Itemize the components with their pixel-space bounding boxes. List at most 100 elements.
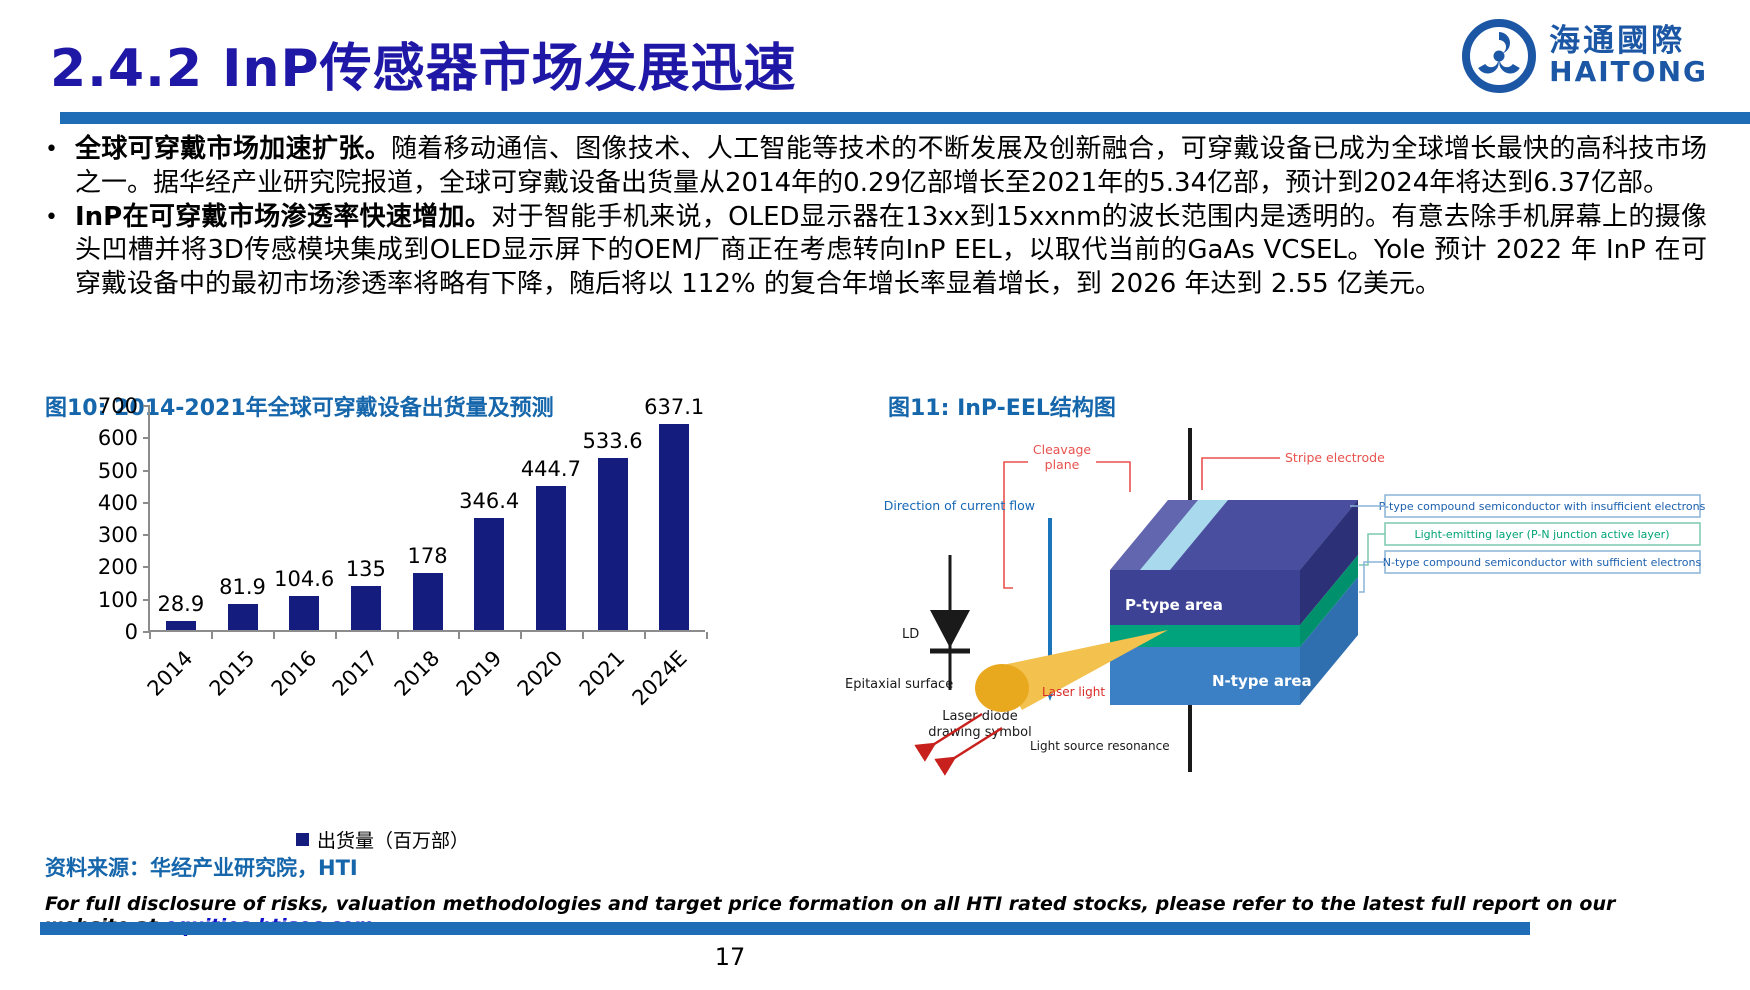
n-type-connector-line [1359,561,1385,593]
resonance-arrow-2 [934,726,1003,776]
x-axis-tick [149,632,151,639]
ld-label: LD [902,627,919,642]
bar [289,596,320,630]
title-divider [60,112,1750,124]
bar-value-label: 533.6 [582,428,643,453]
laser-beam-end [975,664,1029,712]
figure10-title: 图10: 2014-2021年全球可穿戴设备出货量及预测 [45,396,554,421]
x-tick-label: 2016 [266,646,322,701]
cleavage-plane-callout-line-right [1096,461,1131,492]
bullet-list: • 全球可穿戴市场加速扩张。随着移动通信、图像技术、人工智能等技术的不断发展及创… [45,133,1707,302]
laser-diode-symbol-caption-line2: drawing symbol [928,725,1031,740]
x-tick-label: 2020 [513,646,568,701]
p-type-label-text: P-type compound semiconductor with insuf… [1379,500,1706,513]
bar [659,424,690,630]
chart-plot-area: 28.9 2014 81.9 2015 104.6 2016 135 2017 178 2018 3… [143,395,708,710]
bar-value-label: 346.4 [459,489,520,514]
y-axis-tick [143,501,150,504]
bar [412,572,443,630]
bar-group: 178 2018 [390,406,459,701]
bar [227,603,258,630]
bar [597,457,628,630]
stripe-electrode-callout-line [1201,457,1280,490]
bar-group: 637.1 2024E [627,395,705,710]
y-axis-tick-label: 100 [97,587,138,612]
y-axis-tick-label: 700 [97,394,138,418]
light-emitting-label-text: Light-emitting layer (P-N junction activ… [1415,528,1670,541]
stripe-electrode-strip [1140,500,1228,570]
x-tick-label: 2014 [143,646,198,701]
y-axis-tick [143,469,150,472]
bar-group: 81.9 2015 [205,406,274,701]
haitong-logo-icon [1462,19,1537,93]
x-tick-label: 2017 [328,646,383,701]
light-emitting-layer-face [1110,625,1300,647]
bar-group: 28.9 2014 [143,406,212,701]
x-axis-tick [210,632,213,639]
bullet-body-2: 对于智能手机来说，OLED显示器在13xx到15xxnm的波长范围内是透明的。有… [75,201,1707,300]
y-axis-tick [143,631,150,633]
bar-value-label: 104.6 [274,567,335,592]
bullet-item-2: • InP在可穿戴市场渗透率快速增加。对于智能手机来说，OLED显示器在13xx… [45,201,1707,302]
bar-value-label: 444.7 [520,457,581,482]
bar-group: 533.6 2021 [575,406,644,701]
x-tick-label: 2019 [451,646,507,701]
p-type-area-face [1110,570,1300,625]
bar-value-label: 637.1 [644,395,705,420]
x-axis-tick [334,632,337,639]
y-axis-tick [143,437,150,440]
x-axis-tick [520,632,523,639]
y-axis-tick-label: 0 [124,620,138,644]
y-axis-tick-label: 600 [97,426,138,451]
bullet-marker: • [45,204,58,230]
y-axis-tick [143,405,150,407]
x-axis-tick [644,632,647,639]
cleavage-plane-label-line1: Cleavage [1033,442,1092,457]
bar [165,620,196,630]
p-type-area-label: P-type area [1125,596,1223,614]
x-tick-label: 2021 [574,646,630,701]
inp-eel-structure-diagram: P-type area N-type area Cleavage plane S… [845,428,1706,776]
bar-group: 135 2017 [328,406,397,700]
chip-top-face-right [1170,500,1358,570]
y-axis-tick [143,566,150,569]
bullet-text-1: 全球可穿戴市场加速扩张。随着移动通信、图像技术、人工智能等技术的不断发展及创新融… [75,133,1707,201]
cleavage-plane-label-line2: plane [1045,457,1080,472]
x-axis-tick [272,632,275,639]
y-axis-tick [143,534,150,537]
chart-legend: 出货量（百万部） [60,826,705,853]
bar-value-label: 81.9 [219,574,266,599]
page-title: 2.4.2 InP传感器市场发展迅速 [50,39,797,99]
y-axis-tick-label: 400 [97,490,138,515]
page-number: 17 [714,943,746,971]
light-emitting-side-face [1300,555,1358,647]
footer-divider-bar [40,922,1530,935]
x-tick-label: 2015 [204,646,260,701]
bar-group: 104.6 2016 [266,406,335,701]
y-axis-tick-label: 300 [97,523,138,548]
bullet-text-2: InP在可穿戴市场渗透率快速增加。对于智能手机来说，OLED显示器在13xx到1… [75,201,1707,302]
n-type-area-label: N-type area [1212,672,1312,690]
x-tick-label: 2018 [389,646,445,701]
light-source-resonance-label: Light source resonance [1030,739,1170,753]
bar [535,486,566,630]
bullet-lead-2: InP在可穿戴市场渗透率快速增加。 [75,201,492,232]
y-axis-tick-label: 200 [97,555,138,580]
bar [350,586,381,630]
laser-beam-cone [998,630,1168,710]
bullet-body-1: 随着移动通信、图像技术、人工智能等技术的不断发展及创新融合，可穿戴设备已成为全球… [75,134,1707,198]
direction-of-current-flow-label: Direction of current flow [884,498,1035,513]
bullet-lead-1: 全球可穿戴市场加速扩张。 [75,134,391,164]
light-emitting-connector-line [1359,533,1385,566]
x-axis-tick [706,632,708,639]
ld-symbol-triangle [930,610,970,648]
logo-chinese: 海通國際 [1549,22,1686,59]
x-axis-tick [458,632,461,639]
legend-swatch [295,833,309,846]
cleavage-plane-callout-line-left [1003,461,1028,589]
n-type-side-face [1300,577,1358,705]
epitaxial-surface-label: Epitaxial surface [845,677,953,692]
y-axis-tick-label: 500 [97,458,138,483]
bar-group: 444.7 2020 [513,406,582,700]
